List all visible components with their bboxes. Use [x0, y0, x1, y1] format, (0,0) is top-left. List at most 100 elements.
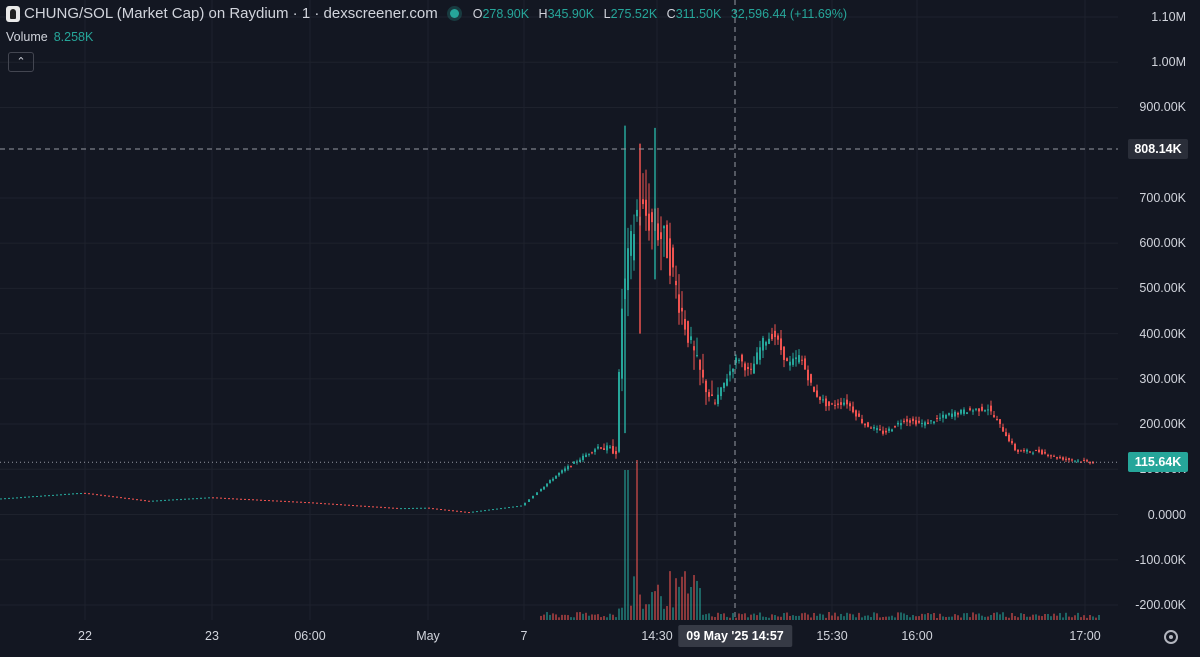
candle-body-275	[960, 409, 962, 414]
volume-bar-57	[711, 616, 713, 620]
candle-body-130	[520, 505, 522, 507]
volume-bar-4	[552, 613, 554, 620]
candle-body-219	[792, 358, 794, 365]
y-tick-label-1: 1.00M	[1151, 55, 1186, 70]
candle-body-188	[699, 359, 701, 370]
candle-body-307	[1056, 457, 1058, 459]
market-status-dot-icon	[449, 9, 459, 18]
candle-body-150	[585, 454, 587, 457]
x-tick-label-1: 23	[205, 629, 219, 643]
collapse-legend-button[interactable]: ⌃	[8, 52, 34, 72]
volume-bar-45	[675, 578, 677, 620]
candle-body-279	[972, 410, 974, 412]
candle-body-126	[504, 507, 506, 509]
candle-body-239	[852, 406, 854, 413]
volume-bar-13	[579, 612, 581, 620]
volume-bar-169	[1047, 613, 1049, 620]
volume-bar-164	[1032, 614, 1034, 620]
volume-bar-147	[981, 615, 983, 620]
candle-body-271	[948, 413, 950, 415]
volume-bar-160	[1020, 613, 1022, 620]
candle-body-267	[936, 418, 938, 420]
candle-body-62	[248, 499, 250, 501]
candle-body-97	[388, 507, 390, 509]
candle-body-125	[500, 508, 502, 510]
volume-bar-21	[603, 616, 605, 620]
volume-bar-101	[843, 616, 845, 620]
candle-body-112	[448, 509, 450, 511]
volume-bar-117	[891, 615, 893, 620]
candle-body-264	[927, 422, 929, 425]
candle-body-157	[606, 445, 608, 451]
volume-bar-172	[1056, 615, 1058, 620]
volume-bar-43	[669, 571, 671, 620]
candle-body-184	[687, 321, 689, 343]
candle-body-110	[440, 509, 442, 511]
candle-body-238	[849, 403, 851, 407]
volume-bar-71	[753, 613, 755, 620]
volume-bar-139	[957, 615, 959, 620]
volume-bar-36	[648, 604, 650, 620]
volume-bar-126	[918, 616, 920, 620]
candle-body-137	[546, 483, 548, 487]
candle-body-232	[831, 403, 833, 405]
volume-bar-103	[849, 613, 851, 620]
candle-body-80	[320, 502, 322, 504]
candle-body-41	[164, 499, 166, 501]
volume-bar-86	[798, 615, 800, 620]
candle-body-153	[594, 449, 596, 452]
volume-bar-174	[1062, 617, 1064, 620]
candle-body-40	[160, 500, 162, 502]
candle-body-258	[909, 420, 911, 423]
candle-body-246	[873, 427, 875, 429]
candle-body-281	[978, 408, 980, 412]
candle-body-72	[288, 501, 290, 503]
volume-bar-153	[999, 614, 1001, 620]
candle-body-145	[570, 465, 572, 467]
candle-body-282	[981, 406, 983, 411]
volume-bar-152	[996, 612, 998, 620]
volume-bar-128	[924, 614, 926, 620]
volume-bar-83	[789, 615, 791, 620]
candle-body-10	[40, 495, 42, 497]
candle-body-15	[60, 494, 62, 496]
volume-bar-17	[591, 614, 593, 620]
candle-body-124	[496, 508, 498, 510]
candle-body-191	[708, 392, 710, 397]
y-tick-label-8: 200.00K	[1139, 417, 1186, 432]
candle-body-67	[268, 500, 270, 502]
volume-bar-48	[684, 571, 686, 620]
candle-body-54	[216, 497, 218, 499]
candle-body-187	[696, 355, 698, 357]
candle-body-2	[8, 497, 10, 499]
candle-body-106	[424, 507, 426, 509]
candle-body-51	[204, 497, 206, 499]
volume-bar-107	[861, 617, 863, 620]
y-tick-label-11: -100.00K	[1135, 552, 1186, 567]
volume-bar-29	[627, 470, 629, 620]
candle-body-318	[1089, 462, 1091, 464]
change-value: 32,596.44 (+11.69%)	[730, 6, 848, 21]
candle-body-136	[543, 486, 545, 490]
candle-body-104	[416, 507, 418, 509]
candle-body-195	[720, 387, 722, 397]
candle-body-84	[336, 504, 338, 506]
candle-body-66	[264, 499, 266, 501]
candle-body-69	[276, 500, 278, 502]
candle-body-21	[84, 492, 86, 494]
candle-body-233	[834, 404, 836, 406]
volume-bar-7	[561, 614, 563, 620]
chart-settings-gear-icon[interactable]	[1164, 630, 1178, 644]
candle-body-3	[12, 497, 14, 499]
candle-body-225	[810, 374, 812, 383]
candle-body-265	[930, 420, 932, 422]
volume-bar-81	[783, 613, 785, 620]
volume-bar-167	[1041, 616, 1043, 620]
x-tick-label-8: 17:00	[1069, 629, 1101, 643]
candle-body-296	[1023, 450, 1025, 452]
candle-body-259	[912, 418, 914, 422]
candle-body-286	[993, 415, 995, 418]
volume-bar-136	[948, 616, 950, 620]
candle-body-291	[1008, 434, 1010, 442]
